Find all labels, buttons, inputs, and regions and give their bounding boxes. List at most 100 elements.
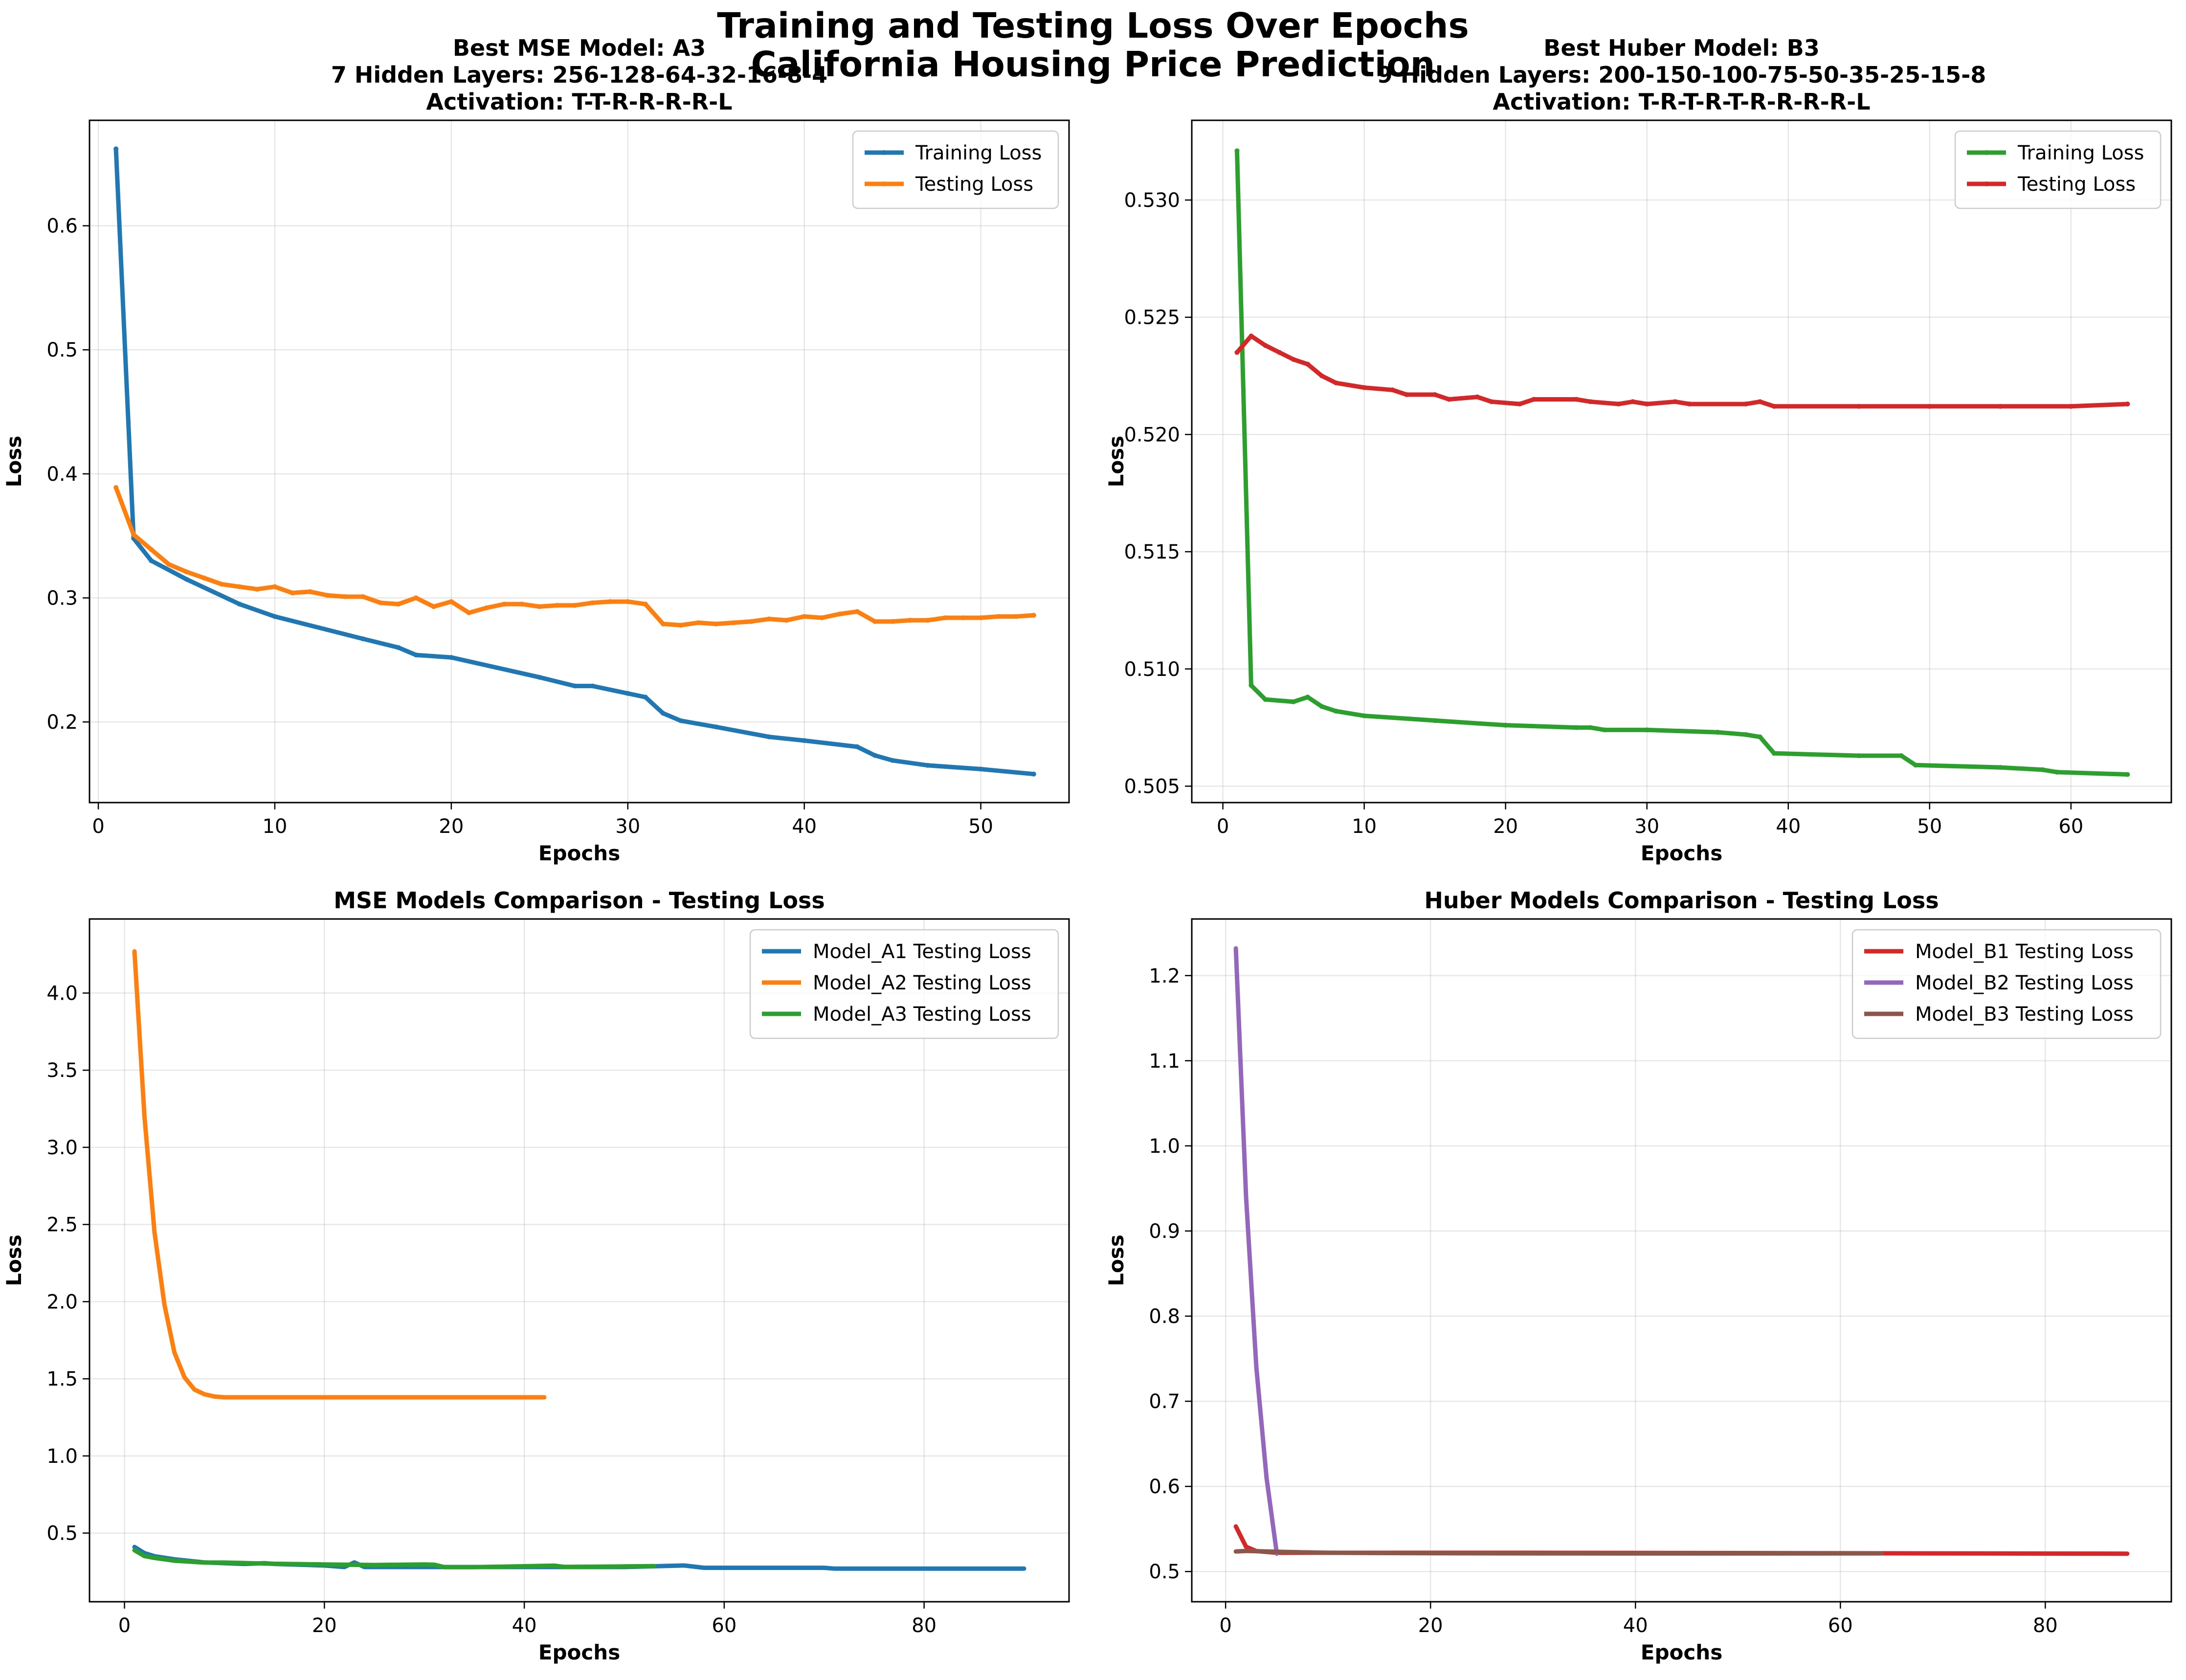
legend-label: Training Loss xyxy=(2017,142,2144,164)
y-axis-label: Loss xyxy=(2,436,26,488)
x-tick-label: 20 xyxy=(312,1614,337,1637)
x-axis-label: Epochs xyxy=(1641,1640,1722,1664)
legend-marker xyxy=(1984,150,1989,155)
legend-label: Model_B1 Testing Loss xyxy=(1915,941,2134,963)
y-tick-label: 0.5 xyxy=(46,339,78,361)
axes-frame xyxy=(1191,918,2172,1603)
legend-label: Model_A2 Testing Loss xyxy=(813,972,1031,994)
data-point xyxy=(1249,683,1254,688)
x-tick-label: 30 xyxy=(615,815,640,838)
y-tick-label: 4.0 xyxy=(46,982,78,1005)
data-point xyxy=(113,146,119,152)
x-tick-label: 20 xyxy=(439,815,464,838)
data-point xyxy=(184,569,189,575)
x-tick-label: 80 xyxy=(2033,1614,2058,1637)
data-point xyxy=(660,711,666,716)
data-point xyxy=(201,575,207,581)
data-point xyxy=(660,621,666,627)
data-point xyxy=(466,610,471,615)
panel-title-line: Huber Models Comparison - Testing Loss xyxy=(1424,887,1939,914)
y-tick-label: 3.5 xyxy=(46,1059,78,1082)
y-tick-label: 0.505 xyxy=(1124,775,1180,798)
data-point xyxy=(396,602,401,607)
data-point xyxy=(1447,397,1452,402)
data-point xyxy=(943,615,948,621)
data-point xyxy=(1673,399,1678,404)
legend-box xyxy=(852,130,1059,209)
data-point xyxy=(678,718,684,723)
data-point xyxy=(1588,399,1593,404)
legend: Model_A1 Testing Loss Model_A2 Testing Lo… xyxy=(749,929,1059,1039)
data-point xyxy=(643,694,648,700)
legend-label: Testing Loss xyxy=(915,173,1033,196)
data-point xyxy=(1588,725,1593,730)
panel-huber-models-comparison: Huber Models Comparison - Testing Loss 0 2… xyxy=(1104,887,2172,1664)
data-point xyxy=(413,595,419,601)
data-point xyxy=(625,691,630,696)
y-tick-label: 1.5 xyxy=(46,1368,78,1390)
series-line xyxy=(113,146,1036,777)
data-point xyxy=(872,753,878,758)
x-tick-label: 40 xyxy=(512,1614,537,1637)
data-point xyxy=(1333,709,1338,714)
data-point xyxy=(431,604,436,609)
data-point xyxy=(1361,713,1367,718)
data-point xyxy=(925,762,931,768)
axes-frame xyxy=(89,119,1070,804)
x-tick-label: 60 xyxy=(2058,815,2083,838)
data-point xyxy=(184,577,189,582)
data-point xyxy=(1998,403,2003,409)
data-point xyxy=(819,615,825,621)
panel-title-line: Activation: T-T-R-R-R-R-L xyxy=(426,89,732,115)
data-point xyxy=(590,683,595,689)
grid xyxy=(1192,919,2171,1602)
series-line xyxy=(132,949,547,1400)
y-tick-label: 0.4 xyxy=(46,463,78,486)
data-point xyxy=(413,652,419,658)
y-tick-label: 0.525 xyxy=(1124,307,1180,329)
x-tick-label: 40 xyxy=(1623,1614,1648,1637)
data-point xyxy=(1249,334,1254,339)
data-point xyxy=(978,615,983,621)
data-point xyxy=(254,586,260,592)
data-point xyxy=(502,602,507,607)
data-point xyxy=(1644,402,1650,407)
data-point xyxy=(872,619,878,624)
panel-title-line: Best MSE Model: A3 xyxy=(453,35,706,61)
data-point xyxy=(1644,727,1650,733)
data-point xyxy=(854,744,860,749)
data-point xyxy=(2125,402,2130,407)
grid xyxy=(89,120,1069,803)
y-tick-label: 0.5 xyxy=(46,1523,78,1545)
y-tick-label: 0.8 xyxy=(1149,1305,1180,1328)
series-line xyxy=(1233,946,1279,1556)
data-point xyxy=(1305,694,1311,700)
data-point xyxy=(1517,402,1522,407)
data-point xyxy=(908,618,913,623)
x-tick-label: 10 xyxy=(262,815,287,838)
data-point xyxy=(1898,753,1904,759)
data-point xyxy=(325,593,331,598)
x-tick-label: 60 xyxy=(712,1614,736,1637)
data-point xyxy=(572,603,578,608)
data-point xyxy=(272,584,277,589)
data-point xyxy=(1291,357,1296,362)
y-axis-label: Loss xyxy=(2,1234,26,1286)
data-point xyxy=(643,602,648,607)
legend-label: Model_A3 Testing Loss xyxy=(813,1003,1031,1026)
data-point xyxy=(1574,725,1579,730)
data-point xyxy=(837,611,842,617)
data-point xyxy=(1013,614,1019,619)
y-axis-label: Loss xyxy=(1104,436,1128,488)
data-point xyxy=(714,724,719,730)
data-point xyxy=(1771,403,1777,409)
data-point xyxy=(1602,727,1607,733)
data-point xyxy=(1031,771,1036,777)
legend-box xyxy=(1954,130,2162,209)
axes-frame xyxy=(1191,119,2172,804)
y-tick-label: 0.5 xyxy=(1149,1561,1180,1583)
data-point xyxy=(2054,769,2059,775)
legend-label: Model_A1 Testing Loss xyxy=(813,941,1031,963)
data-point xyxy=(272,614,277,619)
data-point xyxy=(1998,765,2003,770)
